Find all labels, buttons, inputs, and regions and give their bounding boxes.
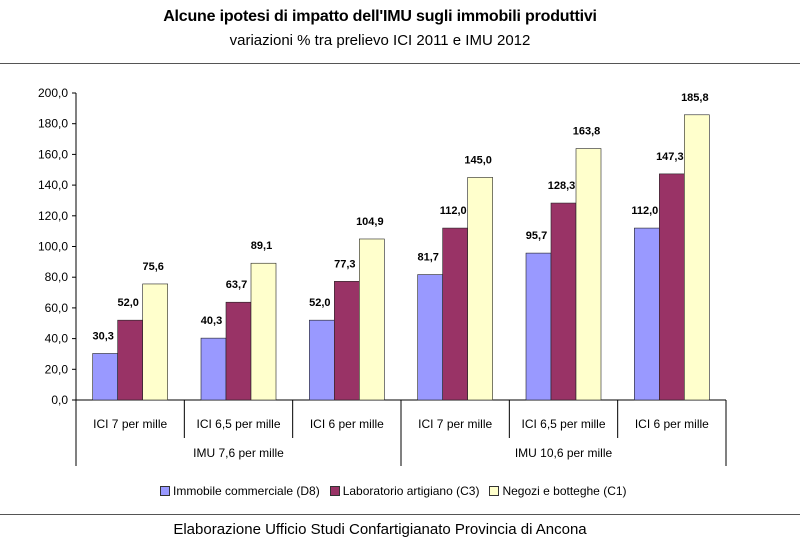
bar	[225, 301, 252, 401]
bar	[684, 114, 710, 401]
y-tick-label: 40,0	[45, 332, 69, 346]
data-label: 112,0	[440, 205, 467, 217]
legend-item: Negozi e botteghe (C1)	[489, 484, 627, 498]
legend-label: Immobile commerciale (D8)	[173, 484, 320, 498]
data-label: 95,7	[526, 230, 547, 242]
legend-swatch	[329, 486, 340, 496]
legend-swatch	[489, 486, 500, 496]
legend-item: Laboratorio artigiano (C3)	[329, 484, 480, 498]
data-label: 89,1	[251, 240, 272, 252]
data-label: 81,7	[417, 252, 438, 264]
data-label: 52,0	[309, 297, 330, 309]
footer-source: Elaborazione Ufficio Studi Confartigiana…	[173, 521, 587, 538]
y-tick-label: 140,0	[38, 178, 68, 192]
bar	[117, 319, 143, 401]
bar	[550, 202, 577, 401]
data-label: 112,0	[631, 205, 658, 217]
bar	[525, 252, 552, 401]
bar	[442, 227, 468, 401]
y-tick-label: 100,0	[38, 240, 68, 254]
x-tick-label: ICI 6 per mille	[635, 417, 709, 431]
group-label: IMU 7,6 per mille	[193, 446, 284, 460]
group-label: IMU 10,6 per mille	[515, 446, 613, 460]
data-label: 77,3	[334, 258, 355, 270]
bar	[575, 148, 602, 401]
data-label: 30,3	[92, 330, 113, 342]
y-tick-label: 200,0	[38, 86, 68, 100]
bar	[634, 227, 660, 401]
bottom-divider	[0, 514, 800, 515]
data-label: 145,0	[464, 154, 492, 166]
bar	[417, 274, 443, 401]
legend-label: Negozi e botteghe (C1)	[502, 484, 627, 498]
bar	[250, 262, 277, 401]
y-tick-label: 60,0	[45, 301, 69, 315]
top-divider	[0, 63, 800, 64]
chart-subtitle: variazioni % tra prelievo ICI 2011 e IMU…	[229, 32, 531, 49]
x-tick-label: ICI 6 per mille	[310, 417, 384, 431]
data-label: 52,0	[117, 297, 138, 309]
x-tick-label: ICI 7 per mille	[418, 417, 492, 431]
y-tick-label: 160,0	[38, 147, 68, 161]
x-tick-label: ICI 7 per mille	[93, 417, 167, 431]
legend-swatch	[160, 486, 170, 496]
data-label: 185,8	[681, 92, 709, 104]
bar	[359, 238, 385, 401]
legend-item: Immobile commerciale (D8)	[160, 484, 320, 498]
bar	[200, 337, 227, 401]
y-tick-label: 80,0	[45, 270, 69, 284]
legend: Immobile commerciale (D8) Laboratorio art…	[160, 484, 627, 498]
bar	[309, 319, 335, 401]
y-tick-label: 20,0	[45, 362, 69, 376]
y-tick-label: 0,0	[51, 393, 68, 407]
x-tick-label: ICI 6,5 per mille	[521, 417, 605, 431]
chart-title: Alcune ipotesi di impatto dell'IMU sugli…	[163, 8, 597, 25]
data-label: 163,8	[573, 126, 601, 138]
x-tick-label: ICI 6,5 per mille	[196, 417, 280, 431]
data-label: 40,3	[201, 315, 222, 327]
bar	[467, 177, 493, 401]
data-label: 128,3	[548, 180, 576, 192]
bar	[334, 281, 360, 401]
bar	[142, 283, 168, 401]
y-tick-label: 120,0	[38, 209, 68, 223]
bar	[92, 353, 118, 401]
data-label: 104,9	[356, 216, 384, 228]
legend-label: Laboratorio artigiano (C3)	[342, 484, 480, 498]
data-label: 63,7	[226, 279, 247, 291]
data-label: 75,6	[142, 261, 163, 273]
y-tick-label: 180,0	[38, 117, 68, 131]
data-label: 147,3	[656, 151, 684, 163]
bar	[659, 173, 685, 401]
